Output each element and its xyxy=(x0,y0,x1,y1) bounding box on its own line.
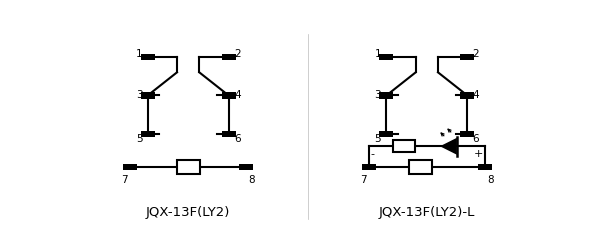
Bar xyxy=(379,131,394,137)
Bar xyxy=(176,160,200,174)
Text: JQX-13F(LY2)-L: JQX-13F(LY2)-L xyxy=(379,206,475,219)
Bar xyxy=(239,164,253,170)
Text: 8: 8 xyxy=(487,175,494,185)
Text: 3: 3 xyxy=(374,90,381,101)
Bar xyxy=(379,54,394,60)
Text: 5: 5 xyxy=(136,134,142,144)
Bar xyxy=(221,54,236,60)
Text: 4: 4 xyxy=(473,90,479,101)
Bar xyxy=(141,92,155,99)
Text: 4: 4 xyxy=(234,90,241,101)
Text: 1: 1 xyxy=(374,49,381,59)
Bar xyxy=(460,92,474,99)
Text: +: + xyxy=(473,149,483,159)
Text: 3: 3 xyxy=(136,90,142,101)
Text: 7: 7 xyxy=(360,175,367,185)
Text: 6: 6 xyxy=(234,134,241,144)
Bar xyxy=(409,160,432,174)
Text: 2: 2 xyxy=(473,49,479,59)
Bar xyxy=(460,131,474,137)
Bar xyxy=(221,92,236,99)
Bar xyxy=(221,131,236,137)
Text: -: - xyxy=(371,149,374,159)
Bar xyxy=(141,131,155,137)
Text: 1: 1 xyxy=(136,49,142,59)
Polygon shape xyxy=(440,138,457,155)
Bar xyxy=(141,54,155,60)
Bar xyxy=(124,164,137,170)
Bar xyxy=(379,92,394,99)
Bar xyxy=(393,140,415,152)
Text: 2: 2 xyxy=(234,49,241,59)
Text: 7: 7 xyxy=(121,175,128,185)
Text: 8: 8 xyxy=(248,175,255,185)
Bar xyxy=(362,164,376,170)
Text: 6: 6 xyxy=(473,134,479,144)
Bar xyxy=(460,54,474,60)
Text: 5: 5 xyxy=(374,134,381,144)
Text: JQX-13F(LY2): JQX-13F(LY2) xyxy=(146,206,230,219)
Bar xyxy=(478,164,491,170)
